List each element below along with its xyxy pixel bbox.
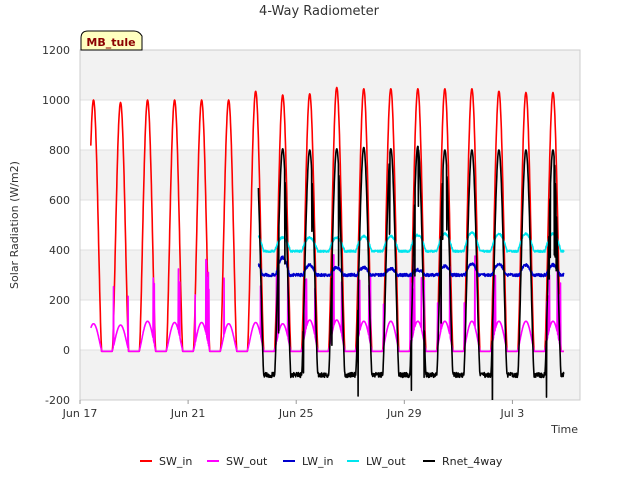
station-label: MB_tule bbox=[86, 36, 135, 49]
station-badge: MB_tule bbox=[80, 30, 143, 51]
series-lw-out-line bbox=[257, 231, 565, 253]
legend-label: SW_in bbox=[159, 455, 192, 468]
y-tick-label: -200 bbox=[45, 394, 70, 407]
chart-title: 4-Way Radiometer bbox=[259, 4, 380, 19]
legend: SW_in SW_out LW_in LW_out Rnet_4way bbox=[140, 455, 503, 468]
legend-item-sw-in: SW_in bbox=[140, 455, 192, 468]
x-tick-label: Jul 3 bbox=[500, 407, 525, 420]
series-sw-out-line bbox=[90, 254, 565, 353]
y-tick-label: 1200 bbox=[42, 44, 70, 57]
y-tick-label: 0 bbox=[63, 344, 70, 357]
series-rnet-4way-line bbox=[257, 145, 565, 400]
plot-frame bbox=[79, 49, 581, 401]
x-axis-title: Time bbox=[550, 423, 578, 436]
x-tick-label: Jun 25 bbox=[278, 407, 314, 420]
legend-item-lw-out: LW_out bbox=[347, 455, 406, 468]
legend-item-rnet-4way: Rnet_4way bbox=[423, 455, 503, 468]
y-tick-label: 600 bbox=[49, 194, 70, 207]
legend-label: LW_in bbox=[302, 455, 334, 468]
x-tick-label: Jun 17 bbox=[62, 407, 98, 420]
y-tick-label: 200 bbox=[49, 294, 70, 307]
x-tick-label: Jun 29 bbox=[386, 407, 422, 420]
legend-item-lw-in: LW_in bbox=[283, 455, 334, 468]
x-axis-ticks: Jun 17 Jun 21 Jun 25 Jun 29 Jul 3 bbox=[62, 400, 525, 420]
legend-label: SW_out bbox=[226, 455, 268, 468]
x-tick-label: Jun 21 bbox=[170, 407, 206, 420]
grid-band bbox=[80, 150, 580, 200]
y-tick-label: 400 bbox=[49, 244, 70, 257]
y-axis-ticks: -200 0 200 400 600 800 1000 1200 bbox=[42, 44, 70, 407]
legend-item-sw-out: SW_out bbox=[207, 455, 268, 468]
y-axis-title: Solar Radiation (W/m2) bbox=[8, 161, 21, 289]
y-tick-label: 1000 bbox=[42, 94, 70, 107]
grid-band bbox=[80, 50, 580, 100]
y-tick-label: 800 bbox=[49, 144, 70, 157]
legend-label: Rnet_4way bbox=[442, 455, 503, 468]
series-lw-in-line bbox=[257, 255, 565, 278]
series-layer bbox=[90, 86, 565, 400]
legend-label: LW_out bbox=[366, 455, 406, 468]
